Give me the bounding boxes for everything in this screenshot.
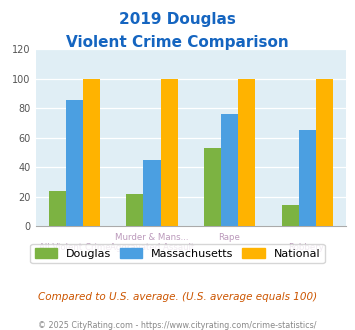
Bar [204, 148, 221, 226]
Text: © 2025 CityRating.com - https://www.cityrating.com/crime-statistics/: © 2025 CityRating.com - https://www.city… [38, 321, 317, 330]
Text: Rape: Rape [218, 233, 240, 242]
Text: Aggravated Assault: Aggravated Assault [110, 243, 195, 251]
Bar [49, 191, 66, 226]
Bar [66, 100, 83, 226]
Bar [83, 79, 100, 226]
Text: All Violent Crime: All Violent Crime [39, 243, 111, 251]
Bar [238, 79, 255, 226]
Text: Robbery: Robbery [289, 243, 324, 251]
Text: Compared to U.S. average. (U.S. average equals 100): Compared to U.S. average. (U.S. average … [38, 292, 317, 302]
Text: 2019 Douglas: 2019 Douglas [119, 12, 236, 26]
Bar [316, 79, 333, 226]
Bar [143, 160, 160, 226]
Bar [299, 130, 316, 226]
Bar [221, 114, 238, 226]
Text: Violent Crime Comparison: Violent Crime Comparison [66, 35, 289, 50]
Bar [126, 194, 143, 226]
Bar [160, 79, 178, 226]
Legend: Douglas, Massachusetts, National: Douglas, Massachusetts, National [31, 244, 324, 263]
Text: Murder & Mans...: Murder & Mans... [115, 233, 189, 242]
Bar [282, 206, 299, 226]
